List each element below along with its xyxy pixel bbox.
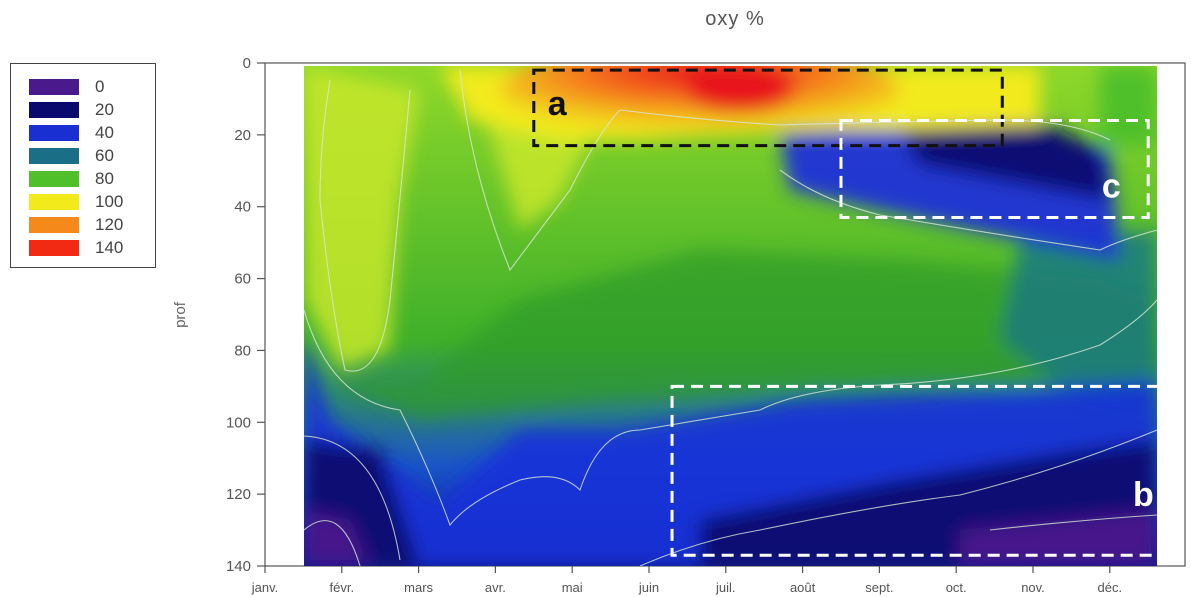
heatmap-region-red-core: [685, 66, 795, 113]
y-tick-label: 100: [226, 414, 251, 431]
annotation-box-b: [670, 384, 1181, 557]
legend-swatch: [29, 240, 79, 256]
legend-swatch: [29, 148, 79, 164]
annotation-box-a: [532, 68, 1004, 148]
y-tick-label: 40: [234, 199, 251, 216]
x-tick-label: sept.: [865, 580, 893, 595]
legend-label: 120: [95, 215, 124, 234]
heatmap-region-teal-right: [1000, 230, 1157, 420]
x-tick-label: juil.: [715, 580, 736, 595]
x-tick-label: avr.: [485, 580, 506, 595]
legend-swatch: [29, 79, 79, 95]
x-tick-label: juin: [638, 580, 659, 595]
legend-swatch: [29, 194, 79, 210]
heatmap-region-darkblue-bottom: [304, 440, 1157, 566]
x-tick-label: nov.: [1021, 580, 1045, 595]
y-axis: 0 20 40 60 80 100 120 140: [226, 55, 265, 575]
x-axis: janv. févr. mars avr. mai juin juil. août sept. o…: [251, 566, 1122, 595]
y-tick-label: 0: [243, 55, 251, 72]
y-tick-label: 80: [234, 342, 251, 359]
y-tick-label: 20: [234, 127, 251, 144]
contour-line-4: [304, 435, 401, 561]
contour-line-6: [639, 429, 1157, 566]
legend: 0 20 40 60 80 100 120 140: [10, 63, 156, 268]
legend-label: 140: [95, 238, 124, 257]
contour-line-1: [319, 79, 411, 372]
annotation-boxes: a b c: [532, 68, 1181, 557]
contour-line-3: [304, 299, 1157, 527]
legend-label: 0: [95, 77, 105, 96]
annotation-label-b: b: [1133, 476, 1154, 514]
legend-label: 80: [95, 169, 114, 188]
heatmap-region-yellowgreen-left: [304, 66, 620, 370]
x-tick-label: mai: [562, 580, 583, 595]
x-tick-label: déc.: [1098, 580, 1123, 595]
x-tick-label: janv.: [251, 580, 279, 595]
contour-line-8: [989, 514, 1157, 531]
legend-swatch: [29, 125, 79, 141]
legend-swatch: [29, 171, 79, 187]
annotation-box-c: [839, 118, 1150, 219]
legend-label: 100: [95, 192, 124, 211]
y-tick-label: 120: [226, 486, 251, 503]
chart-title: oxy %: [705, 8, 765, 30]
y-tick-label: 60: [234, 271, 251, 288]
legend-label: 40: [95, 123, 114, 142]
legend-swatch: [29, 102, 79, 118]
y-tick-label: 140: [226, 558, 251, 575]
x-tick-label: mars: [404, 580, 433, 595]
x-tick-label: août: [790, 580, 816, 595]
legend-label: 60: [95, 146, 114, 165]
contour-line-5: [304, 520, 361, 566]
y-axis-label: prof: [172, 301, 189, 328]
annotation-label-c: c: [1102, 167, 1121, 205]
annotation-label-a: a: [548, 85, 568, 123]
contour-line-7: [779, 169, 1157, 251]
heatmap-region-darkblue-mid: [900, 125, 1110, 200]
x-tick-label: févr.: [330, 580, 355, 595]
x-tick-label: oct.: [946, 580, 967, 595]
legend-label: 20: [95, 100, 114, 119]
heatmap-region-deepgreen: [330, 250, 1157, 420]
heatmap-region-purple-bottom: [304, 510, 1157, 566]
legend-swatch: [29, 217, 79, 233]
heatmap-field: [304, 66, 1157, 566]
heatmap-region-green-right-edge: [1100, 66, 1157, 146]
